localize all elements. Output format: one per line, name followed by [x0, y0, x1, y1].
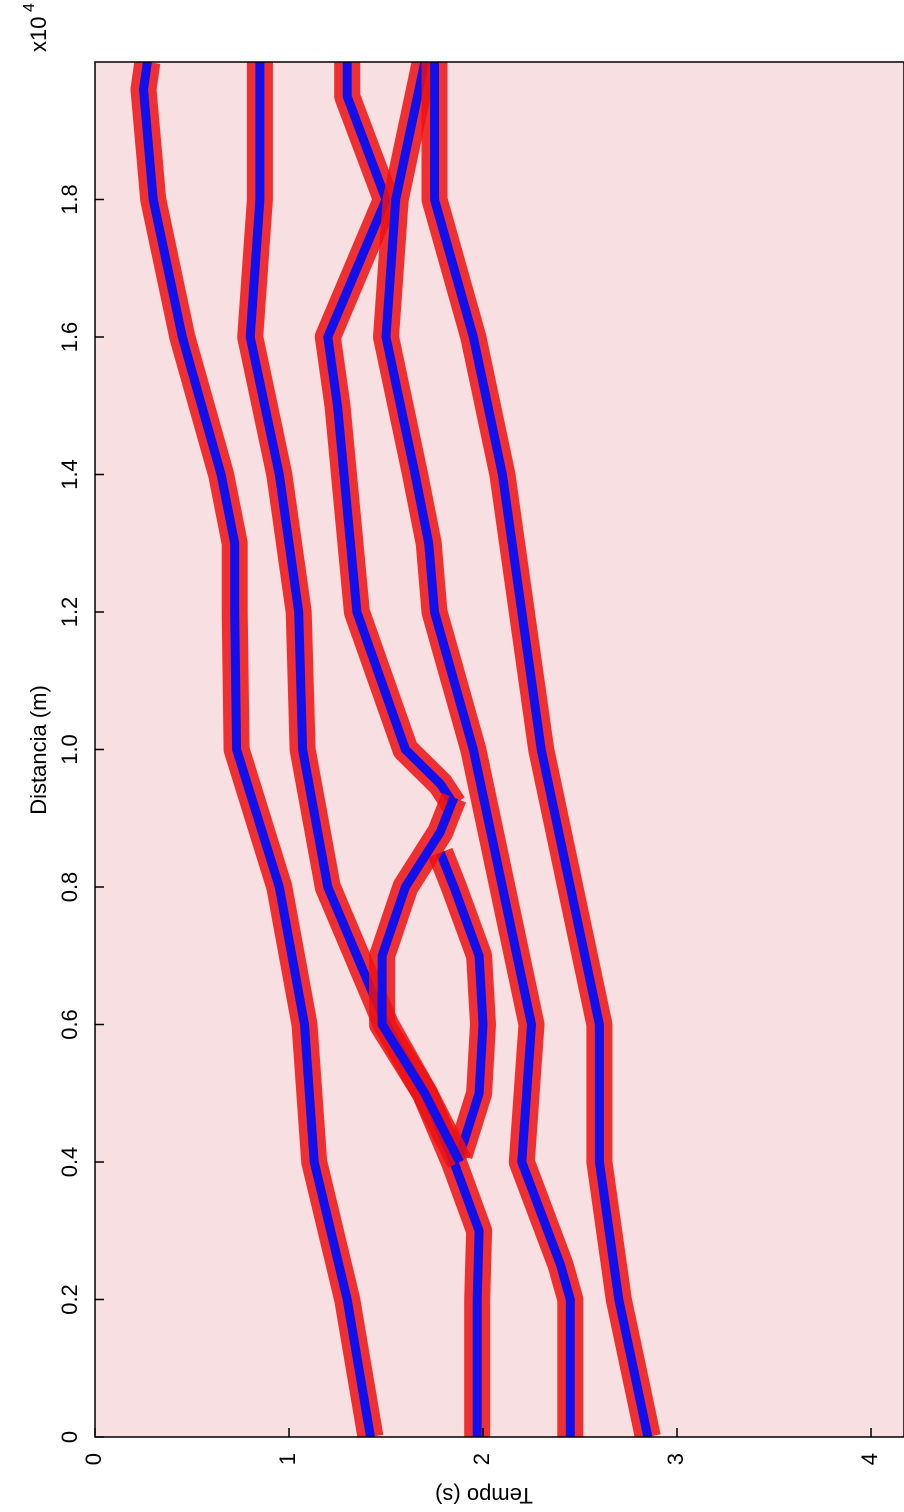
y-multiplier-exp: 4 [21, 3, 38, 12]
x-tick-label: 4 [857, 1453, 882, 1465]
y-axis-label: Distancia (m) [26, 685, 51, 815]
y-tick-label: 0 [57, 1431, 82, 1443]
plot-background [95, 62, 904, 1437]
x-tick-label: 3 [663, 1453, 688, 1465]
y-tick-label: 1.8 [57, 184, 82, 215]
x-axis-label: Tempo (s) [435, 1483, 533, 1508]
y-tick-label: 1.6 [57, 322, 82, 353]
y-tick-label: 1.4 [57, 459, 82, 490]
y-multiplier: x10 4 [21, 3, 51, 52]
x-tick-label: 0 [81, 1453, 106, 1465]
y-tick-label: 0.6 [57, 1009, 82, 1040]
y-tick-label: 0.8 [57, 872, 82, 903]
x-tick-label: 1 [275, 1453, 300, 1465]
y-tick-label: 1.2 [57, 597, 82, 628]
y-tick-label: 0.2 [57, 1284, 82, 1315]
y-tick-label: 1.0 [57, 734, 82, 765]
chart: Distancia (m) Tempo (s) x10 4 0 1 2 3 4 0 0.2 0… [0, 0, 904, 1512]
y-tick-label: 0.4 [57, 1147, 82, 1178]
x-tick-label: 2 [469, 1453, 494, 1465]
y-multiplier-base: x10 [26, 17, 51, 52]
